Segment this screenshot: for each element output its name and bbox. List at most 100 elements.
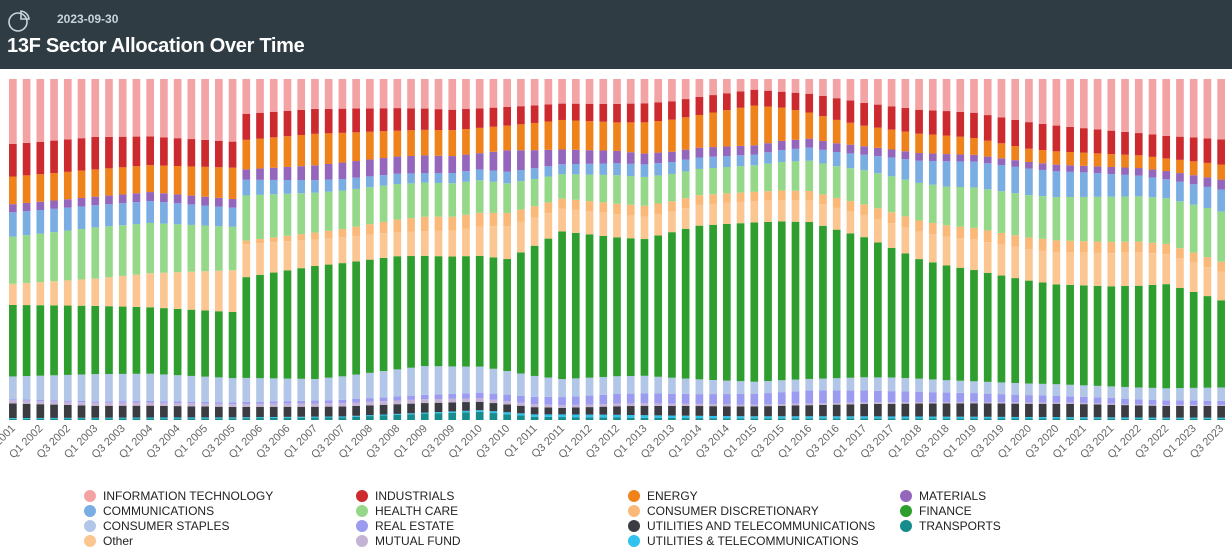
bar-segment-consumer-discretionary[interactable] <box>420 216 429 232</box>
bar-stack-q3-2005[interactable] <box>228 79 237 420</box>
bar-segment-information-technology[interactable] <box>640 79 649 104</box>
bar-segment-consumer-staples[interactable] <box>915 378 923 392</box>
bar-segment-information-technology[interactable] <box>228 79 237 142</box>
bar-segment-energy[interactable] <box>63 171 72 200</box>
bar-segment-information-technology[interactable] <box>256 79 264 113</box>
bar-segment-health-care[interactable] <box>462 181 470 215</box>
bar-segment-information-technology[interactable] <box>1066 79 1074 127</box>
bar-segment-consumer-discretionary[interactable] <box>256 238 264 244</box>
bar-segment-information-technology[interactable] <box>1121 79 1129 132</box>
bar-segment-other[interactable] <box>819 204 827 226</box>
bar-segment-information-technology[interactable] <box>1217 79 1225 140</box>
bar-segment-utilities-and-telecommunications[interactable] <box>91 405 100 418</box>
bar-segment-information-technology[interactable] <box>819 79 827 96</box>
bar-segment-transports[interactable] <box>393 414 402 420</box>
bar-segment-consumer-staples[interactable] <box>1176 388 1184 401</box>
bar-segment-real-estate[interactable] <box>695 394 704 404</box>
bar-segment-mutual-fund[interactable] <box>91 402 100 406</box>
bar-segment-energy[interactable] <box>77 170 86 198</box>
bar-segment-consumer-discretionary[interactable] <box>695 195 704 205</box>
bar-segment-materials[interactable] <box>91 196 100 206</box>
bar-segment-utilities-and-telecommunications[interactable] <box>942 403 951 417</box>
bar-segment-communications[interactable] <box>1107 174 1116 197</box>
bar-segment-transports[interactable] <box>736 418 745 420</box>
bar-stack-q3-2019[interactable] <box>997 79 1006 420</box>
bar-segment-mutual-fund[interactable] <box>942 402 951 404</box>
bar-segment-consumer-discretionary[interactable] <box>887 212 896 224</box>
bar-segment-consumer-staples[interactable] <box>1079 385 1088 397</box>
bar-segment-energy[interactable] <box>860 125 868 147</box>
bar-segment-utilities-telecommunications[interactable] <box>324 416 333 418</box>
bar-segment-materials[interactable] <box>530 150 539 169</box>
bar-segment-industrials[interactable] <box>723 93 731 111</box>
bar-stack-q1-2002[interactable] <box>36 79 45 420</box>
bar-segment-materials[interactable] <box>819 140 827 150</box>
bar-segment-information-technology[interactable] <box>599 79 608 104</box>
bar-segment-utilities-telecommunications[interactable] <box>1107 417 1116 419</box>
bar-segment-finance[interactable] <box>887 247 896 378</box>
bar-segment-materials[interactable] <box>901 151 910 160</box>
bar-segment-utilities-and-telecommunications[interactable] <box>22 403 31 418</box>
bar-segment-consumer-discretionary[interactable] <box>352 226 360 236</box>
bar-segment-utilities-telecommunications[interactable] <box>517 413 525 416</box>
bar-segment-energy[interactable] <box>1107 154 1116 167</box>
bar-segment-materials[interactable] <box>338 162 347 180</box>
bar-segment-finance[interactable] <box>571 232 580 379</box>
bar-segment-consumer-discretionary[interactable] <box>1134 241 1143 253</box>
bar-segment-consumer-discretionary[interactable] <box>832 197 841 208</box>
bar-segment-utilities-and-telecommunications[interactable] <box>544 407 553 415</box>
bar-segment-real-estate[interactable] <box>956 392 965 402</box>
bar-segment-materials[interactable] <box>709 147 717 157</box>
bar-segment-utilities-and-telecommunications[interactable] <box>146 405 155 418</box>
bar-segment-real-estate[interactable] <box>256 401 264 404</box>
bar-segment-transports[interactable] <box>1052 418 1061 420</box>
bar-segment-information-technology[interactable] <box>462 79 470 110</box>
bar-segment-health-care[interactable] <box>901 179 910 217</box>
bar-segment-industrials[interactable] <box>283 110 292 137</box>
bar-segment-energy[interactable] <box>393 130 402 157</box>
bar-segment-transports[interactable] <box>654 417 663 420</box>
bar-segment-mutual-fund[interactable] <box>1093 403 1102 405</box>
bar-segment-health-care[interactable] <box>311 192 319 233</box>
bar-segment-materials[interactable] <box>489 151 498 171</box>
bar-segment-materials[interactable] <box>695 147 704 158</box>
bar-stack-q3-2014[interactable] <box>723 79 731 420</box>
bar-segment-energy[interactable] <box>599 121 608 151</box>
bar-segment-consumer-discretionary[interactable] <box>819 194 827 205</box>
bar-segment-consumer-staples[interactable] <box>132 373 141 402</box>
bar-segment-consumer-discretionary[interactable] <box>544 202 553 214</box>
bar-segment-consumer-staples[interactable] <box>1052 384 1061 396</box>
bar-segment-information-technology[interactable] <box>1203 79 1212 139</box>
bar-segment-utilities-and-telecommunications[interactable] <box>1189 405 1198 418</box>
bar-segment-energy[interactable] <box>22 175 31 203</box>
bar-segment-utilities-and-telecommunications[interactable] <box>9 403 17 419</box>
bar-segment-utilities-and-telecommunications[interactable] <box>338 406 347 417</box>
bar-segment-utilities-telecommunications[interactable] <box>832 416 841 419</box>
bar-segment-real-estate[interactable] <box>1079 396 1088 403</box>
bar-segment-communications[interactable] <box>640 164 649 177</box>
bar-segment-finance[interactable] <box>997 275 1006 383</box>
bar-segment-consumer-discretionary[interactable] <box>736 192 745 202</box>
bar-segment-information-technology[interactable] <box>736 79 745 92</box>
bar-segment-communications[interactable] <box>599 163 608 175</box>
bar-segment-real-estate[interactable] <box>901 391 910 403</box>
bar-segment-industrials[interactable] <box>448 109 457 131</box>
bar-segment-mutual-fund[interactable] <box>173 403 182 407</box>
bar-segment-consumer-staples[interactable] <box>777 380 786 393</box>
bar-segment-communications[interactable] <box>819 149 827 164</box>
bar-segment-utilities-telecommunications[interactable] <box>187 417 196 419</box>
bar-segment-utilities-and-telecommunications[interactable] <box>77 405 86 418</box>
bar-segment-communications[interactable] <box>489 170 498 182</box>
bar-segment-other[interactable] <box>846 211 855 234</box>
bar-segment-consumer-staples[interactable] <box>50 375 58 401</box>
bar-segment-consumer-staples[interactable] <box>1093 385 1102 398</box>
bar-segment-real-estate[interactable] <box>1203 400 1212 405</box>
bar-segment-consumer-discretionary[interactable] <box>558 198 566 209</box>
bar-segment-communications[interactable] <box>22 211 31 236</box>
bar-segment-real-estate[interactable] <box>860 390 868 403</box>
bar-segment-consumer-staples[interactable] <box>1217 387 1225 401</box>
bar-segment-consumer-staples[interactable] <box>214 377 223 403</box>
bar-segment-mutual-fund[interactable] <box>22 400 31 404</box>
bar-segment-health-care[interactable] <box>613 175 621 204</box>
bar-segment-materials[interactable] <box>1107 166 1116 175</box>
